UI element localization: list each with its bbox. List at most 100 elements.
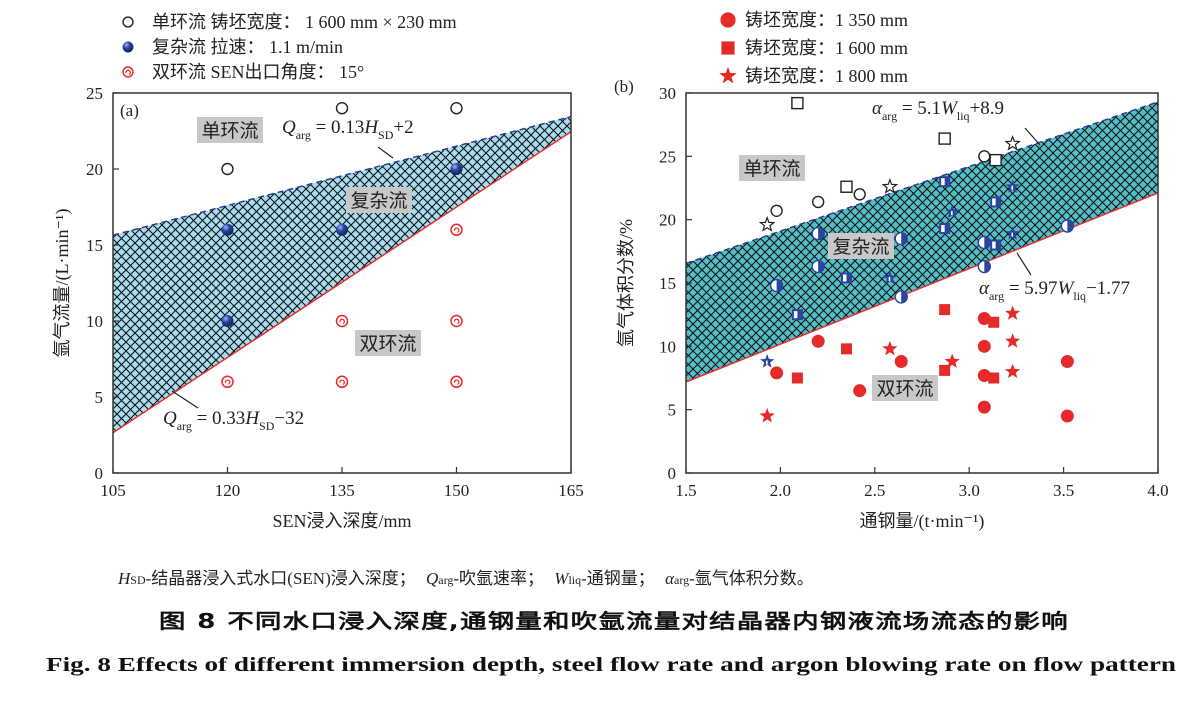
eq-var: Q [282, 117, 296, 138]
red-square-marker [791, 372, 803, 384]
open-square-marker [840, 180, 853, 193]
filled-square-mark [939, 304, 951, 316]
red-ring-mark [335, 314, 349, 328]
complex-flow-hatch [686, 101, 1158, 382]
region-box-single [197, 117, 263, 143]
upper-boundary-line [112, 115, 572, 236]
half-circle-marker [811, 226, 825, 241]
red-circle-marker [977, 368, 991, 382]
eq-coef: = 0.33 [192, 408, 245, 429]
eq-coef: = 5.1 [897, 98, 941, 119]
legend-label: 复杂流 拉速： 1.1 m/min [152, 37, 343, 57]
caption-title-en: Fig. 8 Effects of different immersion de… [46, 654, 1176, 676]
equation-lower: αarg = 5.97Wliq−1.77 [979, 278, 1130, 303]
red-circle-marker [1060, 355, 1074, 369]
open-circle-mark [450, 101, 463, 115]
filled-star-mark [1005, 333, 1021, 348]
half-circle-marker [977, 259, 992, 274]
half-circle-fill [901, 232, 908, 245]
blue-sphere-mark [450, 163, 463, 175]
red-circle-marker [894, 355, 908, 369]
lower-boundary-line [685, 192, 1159, 383]
blue-sphere-marker [221, 223, 234, 236]
legend-label: 双环流 SEN出口角度： 15° [152, 62, 364, 82]
x-tick-label: 150 [444, 481, 470, 500]
equation-lower-leader [1016, 252, 1032, 276]
blue-sphere-marker [221, 315, 234, 327]
filled-star-mark [944, 353, 960, 368]
open-circle-mark [770, 204, 783, 218]
circle-marker [720, 12, 736, 28]
red-ring-marker [450, 375, 463, 389]
open-circle-mark [853, 188, 866, 201]
caption: HSD-结晶器浸入式水口(SEN)浸入深度； Qarg-吹氩速率； Wliq-通… [46, 569, 1176, 676]
open-circle-marker [770, 204, 783, 218]
open-star-marker [758, 215, 776, 232]
series-open-circle [770, 150, 991, 218]
open-star-marker [881, 177, 899, 194]
region-label-complex: 复杂流 [832, 236, 889, 258]
red-circle-marker [770, 366, 784, 380]
region-label-complex: 复杂流 [350, 190, 407, 212]
blue-sphere-marker [122, 41, 134, 53]
red-ring-marker [221, 375, 234, 389]
half-square-marker [990, 239, 1002, 251]
x-tick-label: 105 [100, 481, 126, 500]
half-star-hole [888, 276, 891, 281]
open-circle-mark [811, 195, 825, 209]
half-star-hole [765, 360, 768, 365]
filled-star-mark [1005, 363, 1021, 379]
y-tick-label: 20 [86, 160, 103, 179]
upper-boundary-line [685, 101, 1159, 265]
x-tick-label: 4.0 [1147, 481, 1168, 500]
series-half-circle [769, 219, 1075, 304]
half-star-hole [1011, 185, 1014, 190]
half-star-marker [1005, 179, 1020, 193]
open-square-mark [989, 153, 1002, 167]
equation-upper-leader [1024, 127, 1041, 146]
x-tick-label: 120 [215, 481, 241, 500]
filled-square-mark [988, 316, 1000, 328]
x-tick-label: 2.0 [770, 481, 791, 500]
equation-upper: Qarg = 0.13HSD+2 [282, 117, 414, 142]
half-square-marker [939, 223, 951, 235]
legend-a: 单环流 铸坯宽度： 1 600 mm × 230 mm 复杂流 拉速： 1.1 m… [122, 12, 457, 82]
filled-square-mark [791, 372, 803, 384]
red-star-marker [759, 408, 775, 423]
equation-lower-leader [171, 390, 199, 409]
filled-star-mark [882, 340, 898, 356]
series-red-circle [770, 311, 1074, 423]
lower-boundary-line [112, 131, 572, 434]
filled-star-mark [1005, 305, 1021, 320]
region-box-double [872, 375, 938, 401]
open-square-mark [840, 180, 853, 193]
half-star-hole [951, 211, 953, 216]
open-circle-marker [978, 150, 991, 163]
half-square-hole [842, 274, 847, 282]
red-ring-marker [450, 314, 463, 328]
region-box-double [355, 330, 421, 356]
half-circle-fill [984, 236, 991, 249]
series-half-star [760, 179, 1020, 368]
open-circle-mark [335, 101, 349, 115]
equation-upper: αarg = 5.1Wliq+8.9 [872, 98, 1004, 123]
filled-circle-mark [853, 384, 867, 398]
red-square-marker [939, 304, 951, 316]
series-half-square [791, 176, 1002, 321]
red-ring-marker [335, 375, 349, 389]
half-circle-marker [769, 278, 784, 293]
red-ring-marker [335, 314, 349, 328]
red-ring-swirl [453, 227, 460, 233]
y-tick-label: 0 [95, 464, 104, 483]
eq-var-sub: arg [989, 289, 1004, 303]
series-red-star [759, 305, 1021, 423]
eq-var2: H [244, 408, 260, 429]
red-ring-mark [450, 223, 463, 237]
red-circle-marker [1060, 409, 1074, 423]
region-label-double: 双环流 [359, 333, 416, 355]
open-star-marker [1004, 135, 1021, 151]
red-ring-swirl [453, 318, 460, 325]
